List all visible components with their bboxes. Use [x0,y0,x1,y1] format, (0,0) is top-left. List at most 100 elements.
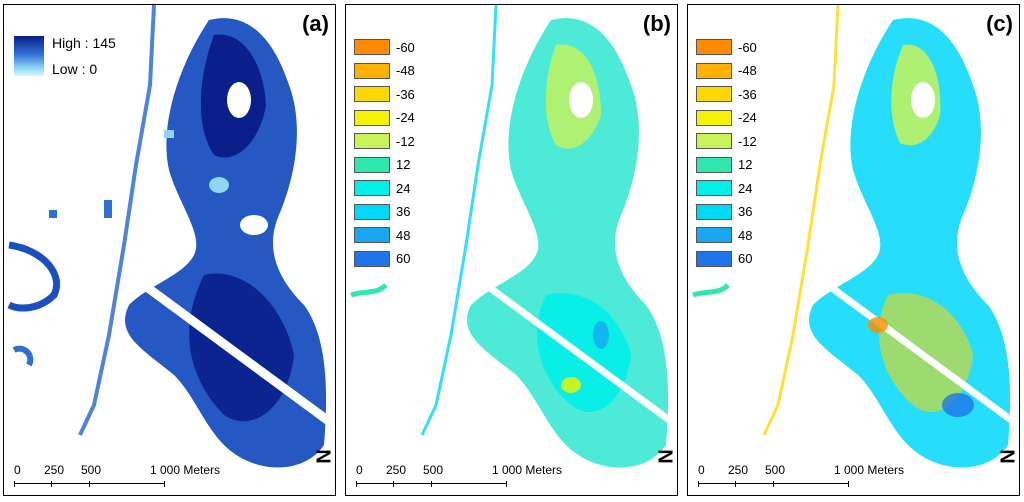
legend-swatch [696,86,732,102]
legend-label: 36 [738,204,753,219]
scale-mark [506,481,507,487]
map-panel-c: -60 -48 -36 -24 -12 12 24 36 48 60 (c) 0 250 500 … [687,4,1020,496]
scale-mark [698,481,699,487]
legend-label: -36 [396,86,415,102]
legend-label: 36 [396,204,411,219]
legend-swatch [354,86,390,102]
legend-swatch [354,133,390,149]
scale-mark [735,481,736,487]
intensity-color-ramp [14,36,44,76]
legend-item: 48 [696,227,752,243]
scale-tick: 250 [44,463,65,477]
scale-mark [51,481,52,487]
map-panel-a: High : 145 Low : 0 (a) 0 250 500 1 000 M… [3,4,336,496]
legend-item: 60 [696,250,753,267]
legend-low-label: Low : 0 [52,61,98,77]
scale-mark [848,481,849,487]
legend-label: -12 [396,133,415,149]
legend-label: -24 [396,110,415,125]
legend-label: -48 [738,63,757,78]
legend-swatch [354,203,390,220]
legend-item: -60 [696,39,757,55]
scale-tick: 1 000 Meters [150,463,221,477]
legend-swatch [354,39,390,55]
map-panel-b: -60 -48 -36 -24 -12 12 24 36 48 60 (b) 0 250 500 … [345,4,678,496]
legend-item: 24 [696,180,752,196]
scale-mark [14,481,15,487]
scale-mark [773,481,774,487]
scale-mark [164,481,165,487]
legend-item: 12 [696,156,753,173]
legend-item: -36 [354,86,415,102]
legend-label: 60 [738,251,753,266]
change-map-c [692,5,1019,468]
scale-tick: 0 [356,463,363,477]
legend-item: -48 [354,62,415,79]
north-arrow-icon: N [653,449,676,464]
legend-item: -12 [696,133,757,149]
scale-tick: 1 000 Meters [834,463,905,477]
scale-tick: 0 [698,463,705,477]
legend-high-label: High : 145 [52,35,116,51]
scale-mark [89,481,90,487]
legend-item: -36 [696,86,757,102]
legend-swatch [354,227,390,243]
legend-item: 36 [354,203,411,220]
legend-item: -12 [354,133,415,149]
legend-label: -24 [738,110,757,125]
legend-label: 12 [738,157,753,172]
change-map-b [350,5,677,468]
legend-swatch [354,62,390,79]
scale-tick: 0 [14,463,21,477]
legend-label: 24 [396,180,411,196]
scale-mark [356,481,357,487]
legend-label: 60 [396,251,411,266]
scale-mark [393,481,394,487]
legend-item: -48 [696,62,757,79]
legend-swatch [696,39,732,55]
scale-tick: 500 [423,463,444,477]
legend-item: 24 [354,180,410,196]
legend-swatch [696,109,732,126]
legend-label: 12 [396,157,411,172]
scale-mark [431,481,432,487]
legend-swatch [354,180,390,196]
legend-label: -12 [738,133,757,149]
scale-bar: 0 250 500 1 000 Meters [698,463,904,493]
scale-bar: 0 250 500 1 000 Meters [356,463,562,493]
legend-item: 36 [696,203,753,220]
legend-item: 60 [354,250,411,267]
legend-swatch [696,250,732,267]
legend-swatch [354,109,390,126]
panel-label-a: (a) [302,11,329,36]
legend-swatch [696,62,732,79]
scale-tick: 500 [765,463,786,477]
scale-tick: 1 000 Meters [492,463,563,477]
legend-item: -24 [696,109,757,126]
scale-tick: 250 [386,463,407,477]
legend-swatch [354,156,390,173]
legend-item: 12 [354,156,411,173]
scale-bar: 0 250 500 1 000 Meters [14,463,220,493]
legend-swatch [696,203,732,220]
legend-swatch [696,227,732,243]
legend-swatch [696,133,732,149]
legend-item: 48 [354,227,410,243]
legend-label: -36 [738,86,757,102]
legend-swatch [354,250,390,267]
north-arrow-icon: N [311,449,334,464]
legend-label: 24 [738,180,753,196]
panel-label-c: (c) [986,11,1013,36]
legend-swatch [696,156,732,173]
legend-label: -60 [738,39,757,55]
legend-item: -60 [354,39,415,55]
north-arrow-icon: N [995,449,1018,464]
density-map-a [7,5,335,468]
legend-label: 48 [396,227,411,243]
legend-label: 48 [738,227,753,243]
legend-item: -24 [354,109,415,126]
legend-swatch [696,180,732,196]
legend-label: -60 [396,39,415,55]
panel-label-b: (b) [642,11,671,36]
legend-label: -48 [396,63,415,78]
